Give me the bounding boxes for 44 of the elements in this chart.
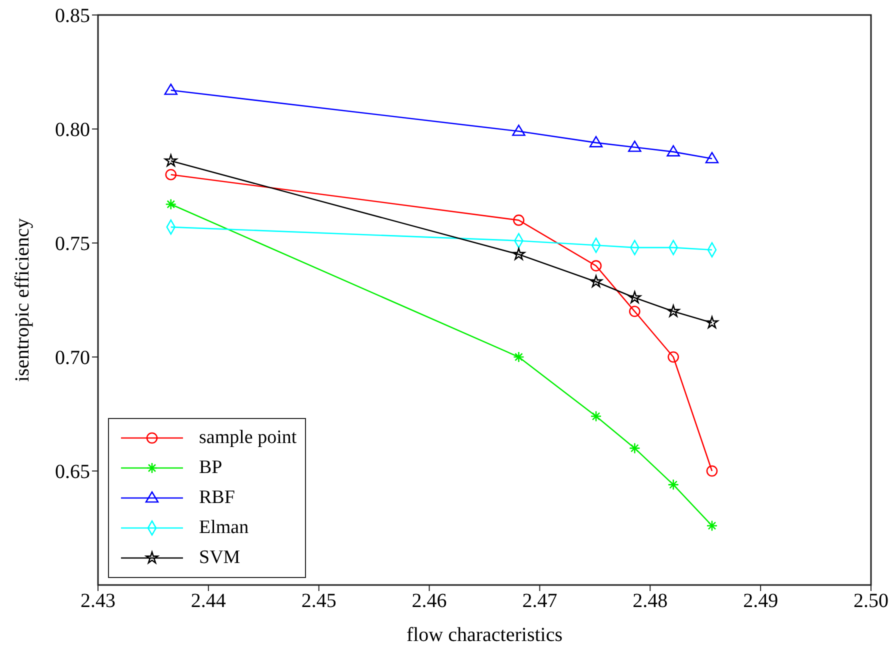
point — [165, 198, 177, 210]
x-axis-title: flow characteristics — [406, 624, 563, 646]
point — [164, 154, 178, 166]
x-tick-label: 2.49 — [743, 590, 778, 612]
point — [513, 214, 524, 226]
y-axis-title: isentropic efficiency — [12, 218, 34, 382]
point — [590, 275, 602, 288]
point — [590, 410, 602, 422]
point — [628, 140, 642, 152]
y-tick-label: 0.85 — [55, 5, 90, 28]
point — [589, 136, 603, 148]
point — [668, 479, 679, 490]
point — [629, 306, 640, 318]
point — [165, 168, 177, 180]
legend-label: SVM — [199, 547, 240, 569]
point — [666, 304, 680, 317]
point — [512, 248, 526, 260]
point — [668, 351, 679, 363]
point — [512, 124, 526, 136]
legend-label: BP — [199, 457, 222, 479]
x-tick-label: 2.45 — [301, 590, 336, 612]
point — [513, 351, 524, 363]
point — [666, 145, 680, 156]
point — [628, 291, 642, 304]
point — [590, 260, 602, 272]
x-tick-label: 2.46 — [412, 590, 447, 612]
point — [629, 442, 640, 454]
x-tick-label: 2.47 — [522, 590, 558, 612]
x-tick-label: 2.43 — [80, 590, 116, 612]
point — [705, 152, 719, 164]
x-tick-label: 2.44 — [190, 590, 226, 612]
legend-label: Elman — [199, 517, 249, 539]
point — [164, 84, 178, 95]
y-tick-label: 0.70 — [55, 347, 90, 370]
legend-label: sample point — [199, 427, 297, 449]
y-tick-label: 0.65 — [55, 461, 90, 484]
point — [706, 316, 718, 328]
y-tick-label: 0.80 — [55, 119, 90, 142]
x-tick-label: 2.48 — [632, 590, 668, 612]
point — [706, 520, 718, 532]
x-tick-label: 2.50 — [854, 590, 888, 612]
point — [706, 465, 718, 477]
y-tick-label: 0.75 — [55, 233, 90, 256]
legend-label: RBF — [199, 487, 235, 509]
